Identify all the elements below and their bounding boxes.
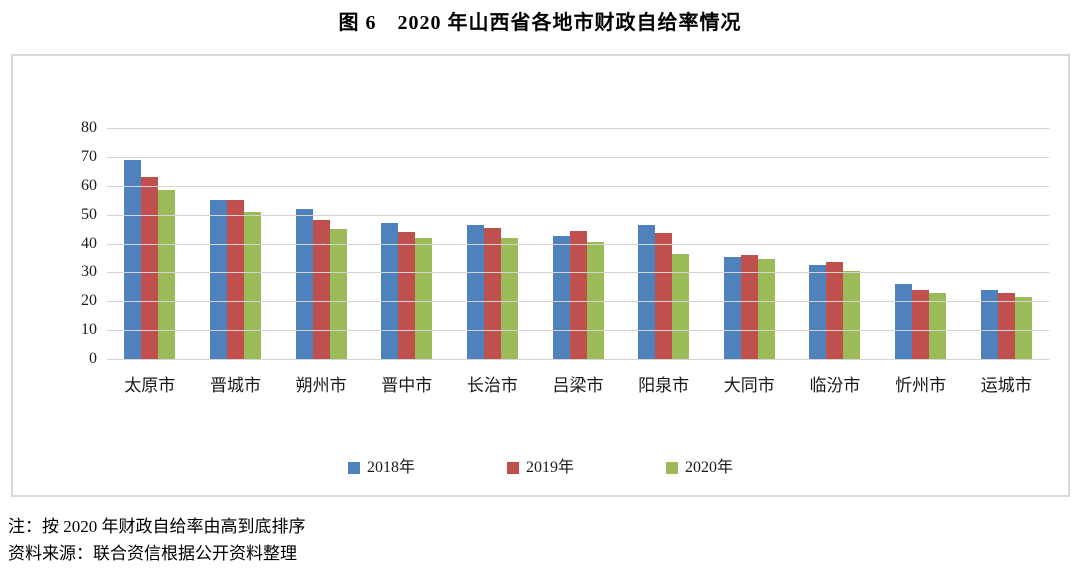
bar-2019年-晋城市 xyxy=(226,200,244,359)
bar-2020年-大同市 xyxy=(757,259,775,359)
x-axis-category-label: 阳泉市 xyxy=(638,376,690,395)
gridline-y-60 xyxy=(107,185,1049,187)
legend-label: 2019年 xyxy=(525,459,574,476)
bar-2018年-长治市 xyxy=(466,224,484,359)
y-axis-tick-label: 20 xyxy=(81,292,97,310)
y-axis-tick-label: 10 xyxy=(81,321,97,339)
bar-2018年-大同市 xyxy=(723,256,741,359)
y-axis-tick-label: 80 xyxy=(81,119,97,136)
gridline-y-30 xyxy=(107,272,1049,274)
bar-group-2: 晋城市 xyxy=(193,128,279,395)
legend-label: 2020年 xyxy=(685,459,734,476)
bar-groups-row: 太原市 晋城市 朔州市 晋中市 长治市 吕梁市 阳泉市 大同市 临汾市 忻州市 运城市 xyxy=(107,128,1049,395)
bar-2018年-朔州市 xyxy=(295,208,313,359)
bar-2020年-运城市 xyxy=(1014,296,1032,359)
gridline-y-0 xyxy=(107,359,1049,360)
bar-group-4: 晋中市 xyxy=(364,128,450,395)
bar-2019年-大同市 xyxy=(740,255,758,359)
x-axis-category-label: 太原市 xyxy=(124,376,176,395)
note-source: 资料来源：联合资信根据公开资料整理 xyxy=(8,544,297,563)
gridline-y-70 xyxy=(107,156,1049,158)
bar-group-6: 吕梁市 xyxy=(535,128,621,395)
bar-2018年-忻州市 xyxy=(895,283,913,359)
bar-group-3: 朔州市 xyxy=(278,128,364,395)
bar-2019年-运城市 xyxy=(997,292,1015,359)
bar-group-10: 忻州市 xyxy=(878,128,964,395)
bar-2018年-运城市 xyxy=(980,289,998,359)
legend-swatch-icon xyxy=(666,462,678,474)
legend: 2018年 2019年 2020年 xyxy=(13,460,1068,476)
y-axis-tick-label: 0 xyxy=(89,350,97,367)
bar-group-9: 临汾市 xyxy=(792,128,878,395)
bar-2020年-阳泉市 xyxy=(672,253,690,359)
bar-2020年-忻州市 xyxy=(929,292,947,359)
gridline-y-50 xyxy=(107,214,1049,216)
bar-2019年-朔州市 xyxy=(312,220,330,359)
gridline-y-40 xyxy=(107,243,1049,245)
x-axis-category-label: 长治市 xyxy=(466,376,518,395)
legend-label: 2018年 xyxy=(366,459,415,476)
x-axis-category-label: 忻州市 xyxy=(895,376,947,395)
bar-group-5: 长治市 xyxy=(450,128,536,395)
legend-item-2019年: 2019年 xyxy=(506,459,574,476)
x-axis-category-label: 临汾市 xyxy=(809,376,861,395)
bar-2018年-临汾市 xyxy=(809,265,827,359)
note-sort-order: 注：按 2020 年财政自给率由高到底排序 xyxy=(8,517,306,536)
bar-2020年-临汾市 xyxy=(843,270,861,359)
bar-group-11: 运城市 xyxy=(963,128,1049,395)
bar-2018年-吕梁市 xyxy=(552,236,570,359)
bar-2020年-晋中市 xyxy=(415,237,433,359)
bar-2018年-晋中市 xyxy=(381,223,399,359)
bar-2018年-太原市 xyxy=(124,159,142,359)
bar-2018年-晋城市 xyxy=(209,200,227,359)
bar-2019年-长治市 xyxy=(483,227,501,359)
bar-group-7: 阳泉市 xyxy=(621,128,707,395)
legend-swatch-icon xyxy=(506,462,519,474)
gridline-y-20 xyxy=(107,301,1049,303)
bar-2019年-太原市 xyxy=(141,177,159,359)
y-axis-tick-label: 70 xyxy=(81,147,97,165)
legend-item-2018年: 2018年 xyxy=(347,459,415,476)
x-axis-category-label: 吕梁市 xyxy=(552,376,604,395)
plot-area: 太原市 晋城市 朔州市 晋中市 长治市 吕梁市 阳泉市 大同市 临汾市 忻州市 运城市 0 10 20 3… xyxy=(81,120,1049,395)
y-axis-tick-label: 40 xyxy=(81,234,97,252)
bar-2020年-太原市 xyxy=(158,190,176,359)
y-axis-tick-label: 50 xyxy=(81,205,97,223)
y-axis-tick-label: 30 xyxy=(81,263,97,281)
y-axis-tick-label: 60 xyxy=(81,176,97,194)
bar-2019年-晋中市 xyxy=(398,231,416,359)
gridline-y-10 xyxy=(107,330,1049,332)
bar-group-8: 大同市 xyxy=(706,128,792,395)
legend-swatch-icon xyxy=(347,462,360,474)
legend-item-2020年: 2020年 xyxy=(666,460,733,476)
bar-group-1: 太原市 xyxy=(107,128,193,395)
x-axis-category-label: 朔州市 xyxy=(295,376,347,395)
x-axis-category-label: 大同市 xyxy=(723,376,775,395)
bar-2019年-忻州市 xyxy=(912,289,930,359)
bar-2019年-临汾市 xyxy=(826,262,844,359)
bar-2020年-吕梁市 xyxy=(586,242,604,359)
bar-2019年-阳泉市 xyxy=(655,233,673,359)
gridline-y-80 xyxy=(107,128,1049,129)
chart-title: 图 6 2020 年山西省各地市财政自给率情况 xyxy=(338,12,742,34)
bar-2020年-晋城市 xyxy=(243,211,261,359)
bar-2019年-吕梁市 xyxy=(569,230,587,359)
bar-2020年-朔州市 xyxy=(329,229,347,359)
bar-2018年-阳泉市 xyxy=(638,224,656,359)
x-axis-category-label: 晋中市 xyxy=(381,376,433,395)
x-axis-category-label: 晋城市 xyxy=(209,376,261,395)
chart-frame: 太原市 晋城市 朔州市 晋中市 长治市 吕梁市 阳泉市 大同市 临汾市 忻州市 运城市 0 10 20 3… xyxy=(11,54,1070,497)
bar-2020年-长治市 xyxy=(500,237,518,359)
x-axis-category-label: 运城市 xyxy=(980,376,1032,395)
